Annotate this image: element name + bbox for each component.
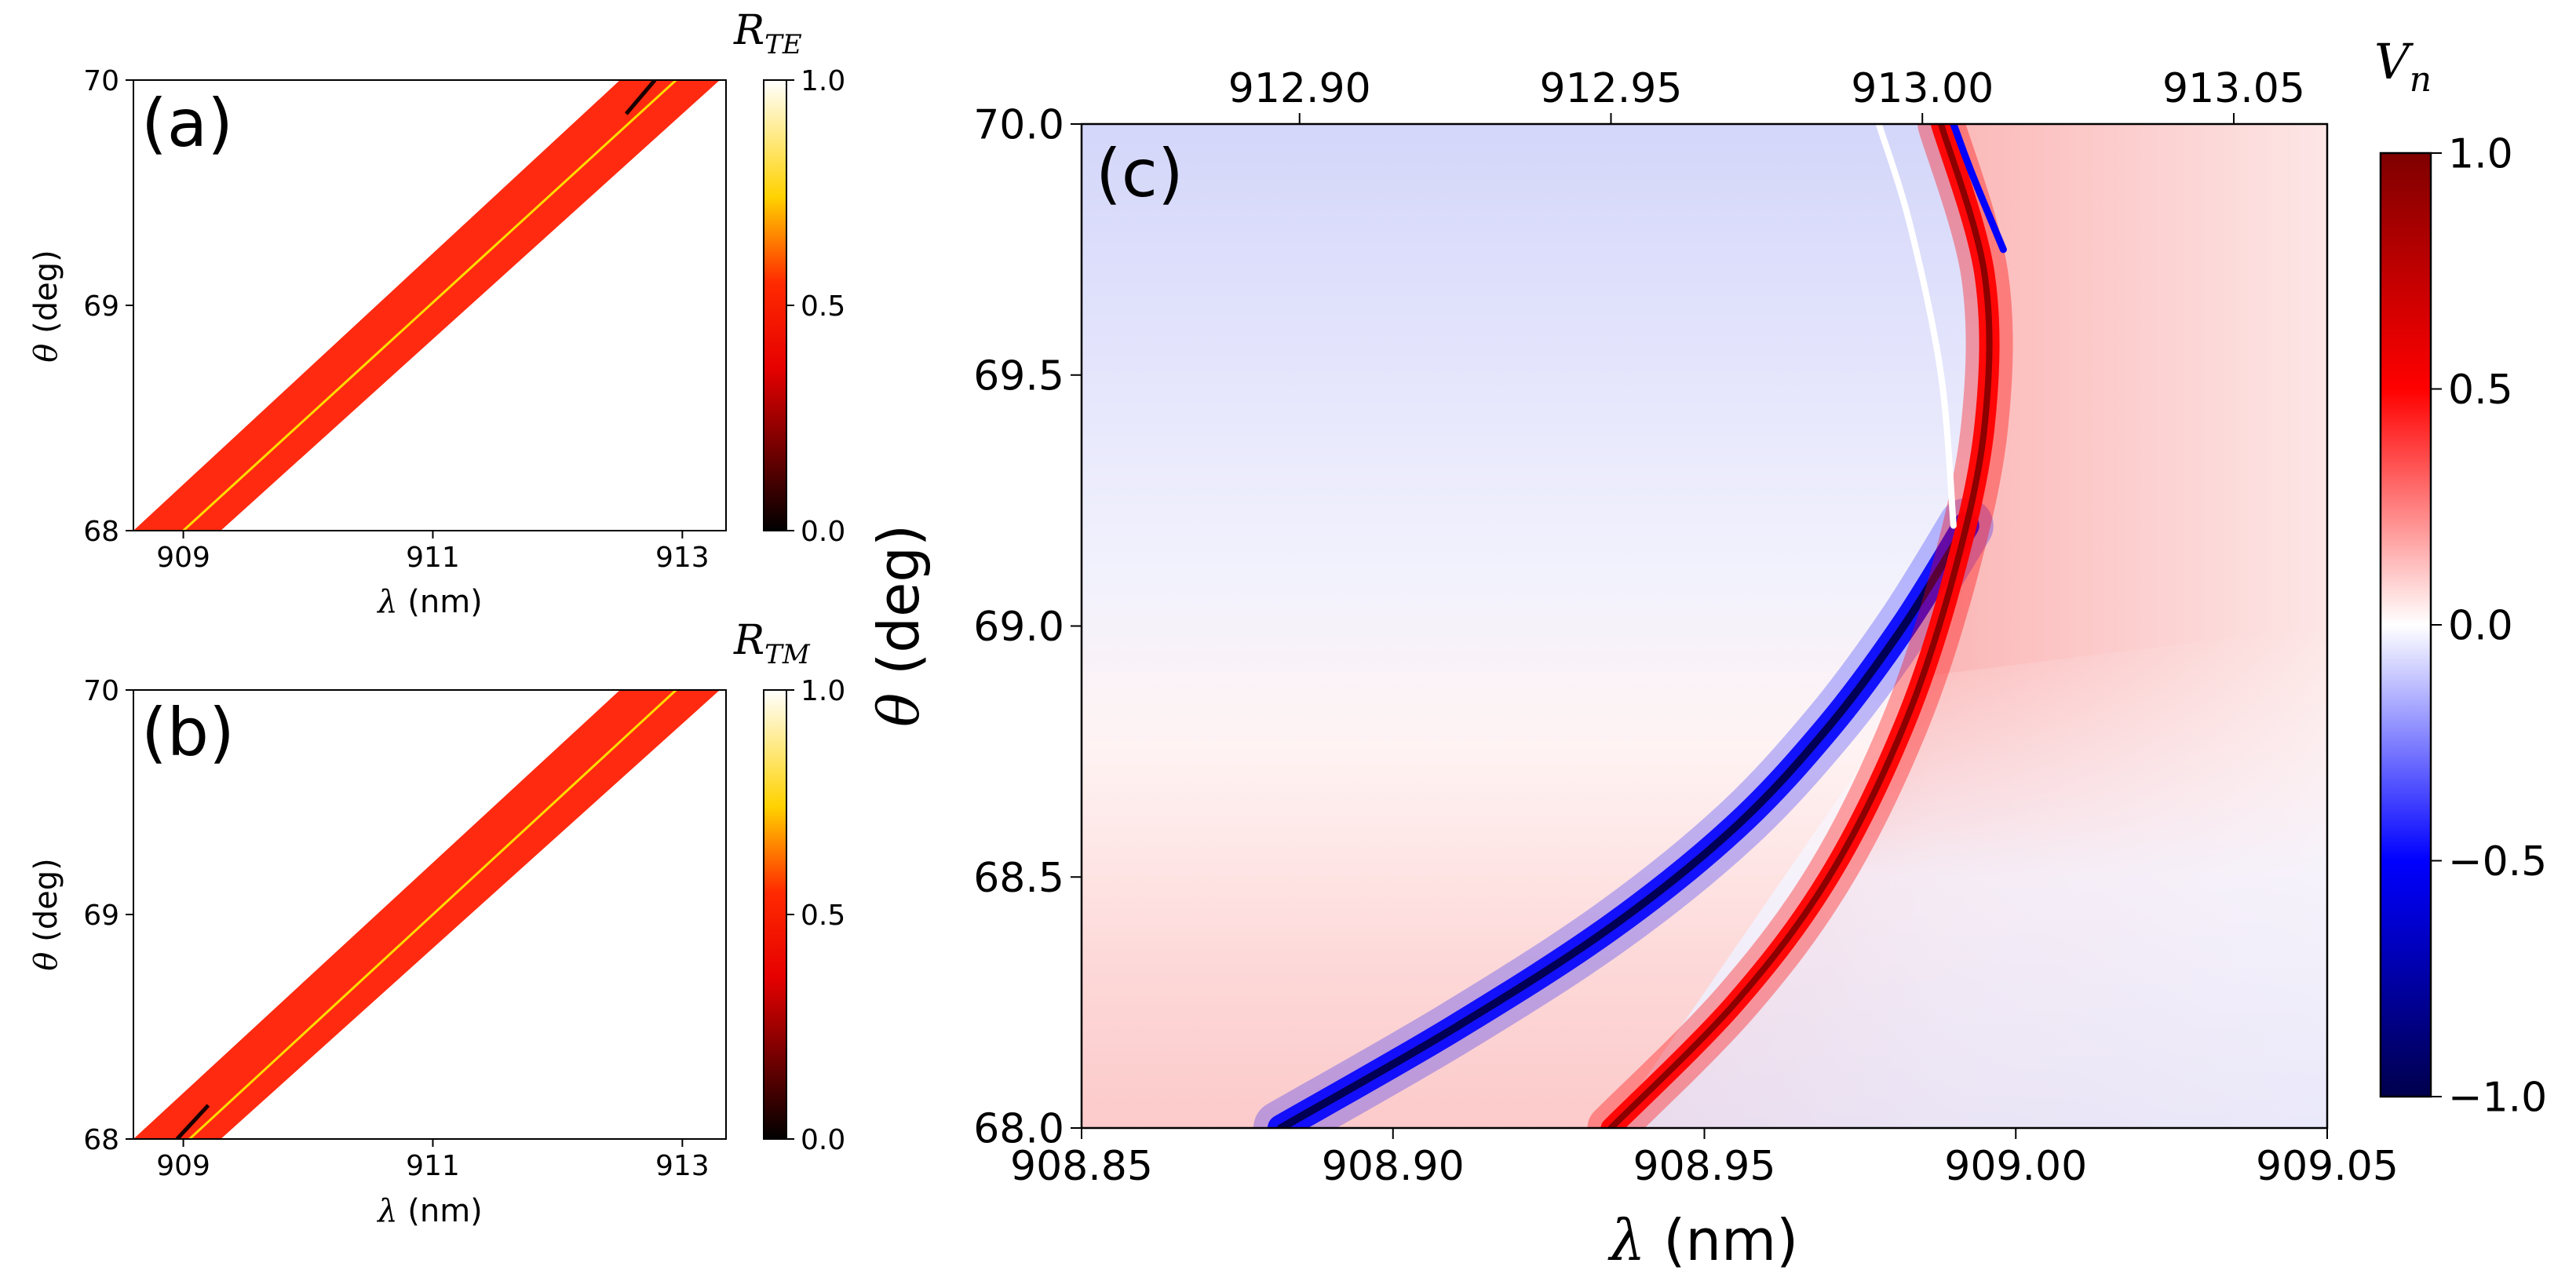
a-panel-label: (a)	[141, 85, 233, 162]
a-colorbar-tick-label: 0.5	[801, 290, 845, 323]
b-y-axis-label: θ (deg)	[28, 858, 64, 970]
a-y-axis-label: θ (deg)	[28, 250, 64, 362]
b-y-ticks: 68 69 70	[83, 675, 133, 1156]
b-colorbar-title: RTM	[733, 617, 811, 670]
c-x-tick-label: 909.00	[1944, 1143, 2087, 1190]
c-colorbar-tick-label: 1.0	[2448, 131, 2513, 178]
c-top-ticks: 912.90 912.95 913.00 913.05	[1228, 65, 2305, 124]
b-x-axis-label: λ (nm)	[376, 1193, 483, 1229]
a-dark-line	[624, 80, 657, 115]
c-red-core	[1607, 124, 1993, 1128]
c-y-tick-label: 69.5	[973, 352, 1064, 400]
a-colorbar-tick-label: 0.0	[801, 516, 845, 548]
a-bright-line	[182, 80, 677, 531]
c-y-axis-label: θ (deg)	[866, 524, 932, 727]
b-colorbar-tick-label: 0.5	[801, 900, 845, 932]
a-x-ticks: 909 911 913	[156, 531, 710, 574]
b-colorbar-ticks: 0.0 0.5 1.0	[786, 675, 845, 1156]
b-band-fill	[133, 690, 721, 1139]
b-colorbar	[763, 689, 787, 1140]
c-colorbar-ticks: −1.0 −0.5 0.0 0.5 1.0	[2431, 131, 2547, 1122]
c-top-tick-label: 913.00	[1851, 65, 1994, 112]
b-y-tick-label: 69	[83, 900, 119, 932]
b-y-tick-label: 70	[83, 675, 119, 707]
a-colorbar-title: RTE	[733, 7, 802, 60]
a-y-tick-label: 68	[83, 516, 119, 548]
a-x-tick-label: 913	[655, 542, 710, 574]
c-x-ticks: 908.85 908.90 908.95 909.00 909.05	[1010, 1128, 2399, 1190]
c-inner-white-arc	[1875, 124, 1957, 529]
b-dark-line	[175, 1104, 210, 1139]
a-colorbar-tick-label: 1.0	[801, 65, 845, 97]
b-x-tick-label: 909	[156, 1150, 210, 1182]
a-y-tick-label: 69	[83, 290, 119, 323]
a-x-axis-label: λ (nm)	[376, 584, 483, 620]
c-colorbar-tick-label: 0.0	[2448, 603, 2513, 650]
b-bright-line	[188, 690, 677, 1139]
c-right-low-region	[1611, 626, 2327, 1128]
c-y-tick-label: 69.0	[973, 604, 1064, 651]
c-y-tick-label: 68.5	[973, 855, 1064, 902]
c-small-blue-arc	[1950, 124, 2007, 254]
c-x-axis-label: λ (nm)	[1607, 1207, 1798, 1273]
c-top-tick-label: 912.95	[1539, 65, 1682, 112]
c-y-tick-label: 70.0	[973, 102, 1064, 149]
c-y-tick-label: 68.0	[973, 1106, 1064, 1153]
c-blue-core	[1276, 521, 1970, 1128]
a-y-ticks: 68 69 70	[83, 65, 133, 548]
c-y-ticks: 68.0 68.5 69.0 69.5 70.0	[973, 102, 1082, 1153]
b-colorbar-tick-label: 1.0	[801, 675, 845, 707]
b-x-tick-label: 913	[655, 1150, 710, 1182]
a-x-tick-label: 909	[156, 542, 210, 574]
c-x-tick-label: 909.05	[2256, 1143, 2399, 1190]
c-colorbar-tick-label: −0.5	[2448, 838, 2547, 885]
a-colorbar	[763, 79, 787, 531]
c-top-tick-label: 912.90	[1228, 65, 1371, 112]
a-x-tick-label: 911	[406, 542, 460, 574]
c-colorbar-tick-label: 0.5	[2448, 367, 2513, 414]
b-y-tick-label: 68	[83, 1124, 119, 1156]
a-colorbar-ticks: 0.0 0.5 1.0	[786, 65, 845, 548]
b-x-ticks: 909 911 913	[156, 1139, 710, 1182]
c-panel-label: (c)	[1096, 135, 1184, 212]
b-panel-label: (b)	[141, 694, 235, 771]
c-top-tick-label: 913.05	[2162, 65, 2305, 112]
c-x-tick-label: 908.90	[1322, 1143, 1465, 1190]
c-x-tick-label: 908.85	[1010, 1143, 1153, 1190]
a-y-tick-label: 70	[83, 65, 119, 97]
c-colorbar-tick-label: −1.0	[2448, 1075, 2547, 1122]
panel-c: 908.85 908.90 908.95 909.00 909.05 68.068.56…	[866, 33, 2547, 1273]
c-colorbar	[2379, 151, 2432, 1098]
c-colorbar-title: Vn	[2374, 33, 2432, 100]
c-x-tick-label: 908.95	[1633, 1143, 1776, 1190]
b-colorbar-tick-label: 0.0	[801, 1124, 845, 1156]
a-band-fill	[133, 80, 721, 531]
b-x-tick-label: 911	[406, 1150, 460, 1182]
